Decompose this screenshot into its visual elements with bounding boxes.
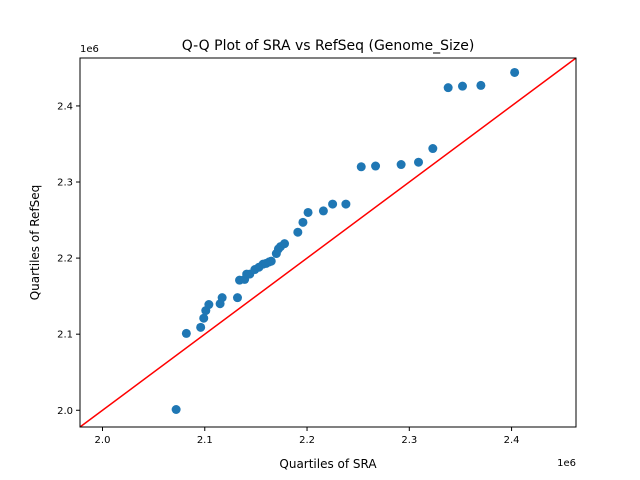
points-layer: [171, 67, 520, 415]
data-point: [204, 300, 214, 310]
data-point: [217, 293, 227, 303]
x-tick-label: 2.4: [504, 435, 520, 446]
reference-line: [79, 57, 577, 428]
x-axis-offset-label: 1e6: [557, 458, 576, 469]
data-point: [443, 83, 453, 93]
data-point: [356, 162, 366, 172]
data-point: [303, 207, 313, 217]
plot-area: [79, 57, 577, 428]
x-tick-label: 2.2: [299, 435, 315, 446]
y-axis-ticks: 2.0 2.1 2.2 2.3 2.4: [57, 101, 80, 417]
y-tick-label: 2.3: [57, 178, 73, 189]
y-tick-label: 2.0: [57, 406, 73, 417]
y-tick-label: 2.1: [57, 330, 73, 341]
reference-layer: [79, 57, 577, 428]
y-axis-offset-label: 1e6: [80, 44, 99, 55]
data-point: [196, 322, 206, 332]
data-point: [510, 67, 520, 77]
x-axis-label: Quartiles of SRA: [279, 457, 377, 471]
data-point: [199, 313, 209, 323]
data-point: [232, 293, 242, 303]
data-point: [457, 81, 467, 91]
data-point: [266, 256, 276, 266]
data-point: [476, 80, 486, 90]
y-tick-label: 2.2: [57, 254, 73, 265]
data-point: [414, 157, 424, 167]
x-tick-label: 2.3: [401, 435, 417, 446]
x-axis-ticks: 2.0 2.1 2.2 2.3 2.4: [95, 427, 520, 446]
data-point: [181, 328, 191, 338]
data-point: [428, 144, 438, 154]
data-point: [318, 206, 328, 216]
plot-frame: [79, 57, 577, 428]
data-point: [171, 405, 181, 415]
data-point: [328, 199, 338, 209]
x-tick-label: 2.0: [95, 435, 111, 446]
data-point: [293, 227, 303, 237]
x-tick-label: 2.1: [197, 435, 213, 446]
y-tick-label: 2.4: [57, 101, 73, 112]
y-axis-label: Quartiles of RefSeq: [28, 185, 42, 301]
data-point: [298, 217, 308, 227]
data-point: [341, 199, 351, 209]
data-point: [396, 160, 406, 170]
chart-title: Q-Q Plot of SRA vs RefSeq (Genome_Size): [182, 38, 475, 54]
data-point: [371, 161, 381, 171]
data-point: [280, 239, 290, 249]
